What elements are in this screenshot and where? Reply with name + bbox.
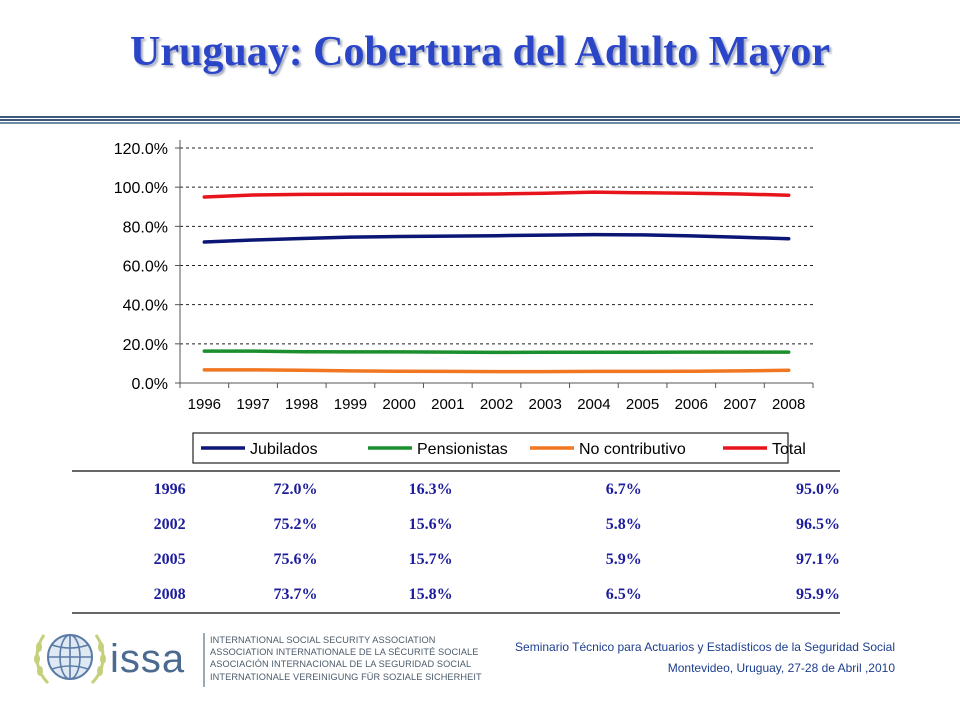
coverage-line-chart: 0.0% 20.0% 40.0% 60.0% 80.0% 100.0% 120.0% 199… [114,140,814,464]
legend-label: No contributivo [579,441,686,458]
legend-label: Pensionistas [417,441,508,458]
legend-box [192,432,789,464]
x-tick-label: 2002 [480,396,513,413]
series-line-jubilados [202,232,791,244]
table-value-cell: 5.8% [605,515,642,533]
x-axis-tick-labels: 1996 1997 1998 1999 2000 2001 2002 2003 2004 2005… [188,396,806,413]
page-title: Uruguay: Cobertura del Adulto Mayor [130,29,830,75]
table-value-cell: 73.7% [273,585,318,603]
chart-gridlines [180,147,813,345]
x-tick-label: 2001 [431,396,464,413]
x-tick-label: 2003 [529,396,562,413]
table-value-cell: 15.7% [408,550,453,568]
chart-legend: Jubilados Pensionistas No contributivo Tota… [192,432,806,464]
y-tick-label: 120.0% [114,141,168,158]
table-row: 2002 75.2% 15.6% 5.8% 96.5% [72,507,840,542]
x-tick-label: 2008 [772,396,805,413]
table-year-cell: 2008 [153,585,186,603]
seminar-location-date: Montevideo, Uruguay, 27-28 de Abril ,201… [667,661,895,675]
chart-series-lines [202,190,791,374]
table-value-cell: 6.7% [605,480,642,498]
x-tick-label: 2005 [626,396,659,413]
y-tick-label: 20.0% [123,337,168,354]
issa-wordmark: issa [110,637,186,681]
title-divider [0,116,960,124]
x-tick-label: 2004 [577,396,610,413]
issa-organization-names: INTERNATIONAL SOCIAL SECURITY ASSOCIATIO… [210,634,482,683]
x-tick-label: 2007 [723,396,756,413]
y-tick-label: 40.0% [123,298,168,315]
table-value-cell: 95.9% [796,585,840,603]
table-row: 2008 73.7% 15.8% 6.5% 95.9% [72,577,840,613]
seminar-info: Seminario Técnico para Actuarios y Estad… [515,637,895,679]
legend-label: Jubilados [250,441,318,458]
series-line-no-contributivo [202,368,791,374]
seminar-title: Seminario Técnico para Actuarios y Estad… [515,640,895,654]
y-tick-label: 80.0% [123,219,168,236]
org-name-en: INTERNATIONAL SOCIAL SECURITY ASSOCIATIO… [210,635,436,645]
table-year-cell: 2002 [153,515,186,533]
table-value-cell: 15.8% [408,585,453,603]
footer: issa INTERNATIONAL SOCIAL SECURITY ASSOC… [0,625,960,720]
x-tick-label: 1996 [188,396,221,413]
table-value-cell: 16.3% [408,480,453,498]
table-value-cell: 72.0% [273,480,318,498]
issa-divider [203,633,205,687]
table-value-cell: 75.2% [273,515,318,533]
x-tick-label: 1999 [334,396,367,413]
table-value-cell: 97.1% [796,550,840,568]
table-year-cell: 1996 [153,480,186,498]
series-line-total [202,190,791,199]
y-tick-label: 60.0% [123,259,168,276]
org-name-de: INTERNATIONALE VEREINIGUNG FÜR SOZIALE S… [210,671,482,682]
table-value-cell: 96.5% [796,515,840,533]
org-name-es: ASOCIACIÓN INTERNACIONAL DE LA SEGURIDAD… [210,659,472,670]
series-line-pensionistas [202,349,791,355]
table-row: 1996 72.0% 16.3% 6.7% 95.0% [72,471,840,507]
table-value-cell: 5.9% [605,550,642,568]
org-name-fr: ASSOCIATION INTERNATIONALE DE LA SÉCURIT… [210,647,479,658]
x-tick-label: 2006 [675,396,708,413]
x-tick-label: 1998 [285,396,318,413]
coverage-summary-table: 1996 72.0% 16.3% 6.7% 95.0% 2002 75.2% 15.6% 5.8… [72,470,840,614]
table-value-cell: 6.5% [605,585,642,603]
issa-globe-logo-icon [34,634,106,685]
y-tick-label: 0.0% [132,376,168,393]
x-tick-label: 1997 [236,396,269,413]
table-row: 2005 75.6% 15.7% 5.9% 97.1% [72,542,840,577]
x-tick-label: 2000 [382,396,415,413]
y-axis-tick-labels: 0.0% 20.0% 40.0% 60.0% 80.0% 100.0% 120.0% [114,141,168,393]
table-value-cell: 15.6% [408,515,453,533]
table-value-cell: 95.0% [796,480,840,498]
legend-label: Total [772,441,806,458]
table-year-cell: 2005 [153,550,186,568]
y-tick-label: 100.0% [114,180,168,197]
chart-axes [175,140,814,388]
table-value-cell: 75.6% [273,550,318,568]
